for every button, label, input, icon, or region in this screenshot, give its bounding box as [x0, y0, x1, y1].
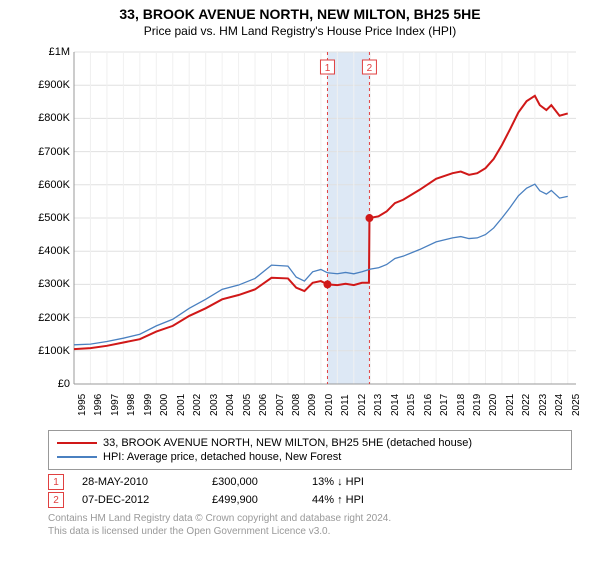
legend-label: HPI: Average price, detached house, New …: [103, 451, 341, 463]
sales-table: 1 28-MAY-2010£300,00013% ↓ HPI 2 07-DEC-201…: [48, 474, 572, 508]
sale-row: 2 07-DEC-2012£499,90044% ↑ HPI: [48, 492, 572, 508]
svg-text:1: 1: [325, 63, 331, 74]
footer: Contains HM Land Registry data © Crown c…: [48, 512, 572, 538]
sale-marker: 1: [48, 474, 64, 490]
footer-line-1: Contains HM Land Registry data © Crown c…: [48, 512, 572, 525]
sale-date: 07-DEC-2012: [82, 494, 212, 506]
sale-price: £300,000: [212, 476, 312, 488]
sale-date: 28-MAY-2010: [82, 476, 212, 488]
sale-pct: 13% ↓ HPI: [312, 476, 432, 488]
sale-pct: 44% ↑ HPI: [312, 494, 432, 506]
legend: 33, BROOK AVENUE NORTH, NEW MILTON, BH25…: [48, 430, 572, 470]
svg-text:2: 2: [367, 63, 373, 74]
footer-line-2: This data is licensed under the Open Gov…: [48, 525, 572, 538]
legend-item: HPI: Average price, detached house, New …: [57, 451, 563, 463]
legend-line: [57, 442, 97, 444]
chart-area: £0£100K£200K£300K£400K£500K£600K£700K£80…: [28, 44, 588, 424]
legend-label: 33, BROOK AVENUE NORTH, NEW MILTON, BH25…: [103, 437, 472, 449]
legend-line: [57, 456, 97, 457]
legend-item: 33, BROOK AVENUE NORTH, NEW MILTON, BH25…: [57, 437, 563, 449]
chart-title: 33, BROOK AVENUE NORTH, NEW MILTON, BH25…: [0, 6, 600, 22]
sale-price: £499,900: [212, 494, 312, 506]
chart-subtitle: Price paid vs. HM Land Registry's House …: [0, 24, 600, 38]
sale-marker: 2: [48, 492, 64, 508]
sale-row: 1 28-MAY-2010£300,00013% ↓ HPI: [48, 474, 572, 490]
